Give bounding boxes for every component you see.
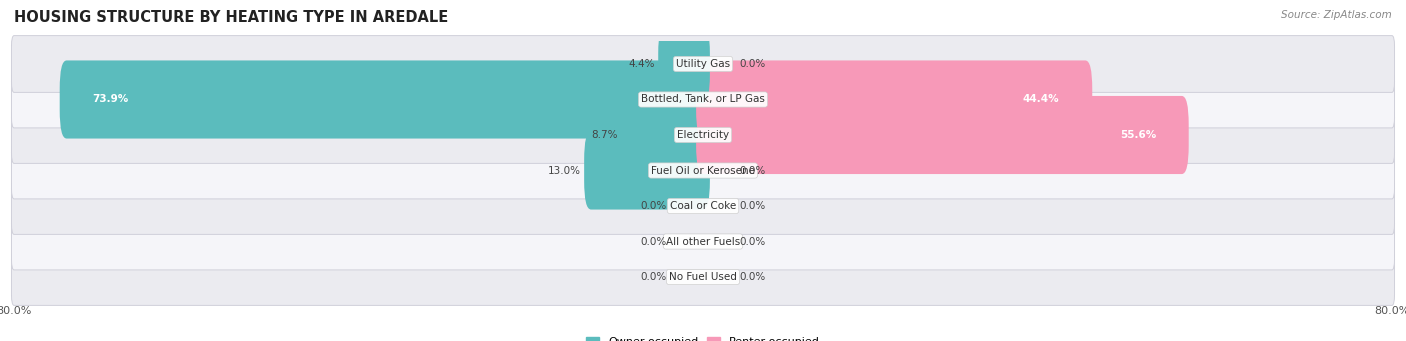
FancyBboxPatch shape xyxy=(11,107,1395,163)
Text: 8.7%: 8.7% xyxy=(592,130,617,140)
Text: 0.0%: 0.0% xyxy=(740,272,765,282)
Text: Electricity: Electricity xyxy=(676,130,730,140)
Legend: Owner-occupied, Renter-occupied: Owner-occupied, Renter-occupied xyxy=(581,332,825,341)
Text: 73.9%: 73.9% xyxy=(93,94,129,104)
Text: 0.0%: 0.0% xyxy=(641,272,666,282)
FancyBboxPatch shape xyxy=(59,60,710,138)
Text: HOUSING STRUCTURE BY HEATING TYPE IN AREDALE: HOUSING STRUCTURE BY HEATING TYPE IN ARE… xyxy=(14,10,449,25)
Text: 0.0%: 0.0% xyxy=(641,237,666,247)
Text: 55.6%: 55.6% xyxy=(1119,130,1156,140)
FancyBboxPatch shape xyxy=(11,249,1395,306)
Text: Bottled, Tank, or LP Gas: Bottled, Tank, or LP Gas xyxy=(641,94,765,104)
FancyBboxPatch shape xyxy=(11,142,1395,199)
FancyBboxPatch shape xyxy=(621,96,710,174)
FancyBboxPatch shape xyxy=(696,96,1188,174)
Text: 0.0%: 0.0% xyxy=(740,201,765,211)
FancyBboxPatch shape xyxy=(11,213,1395,270)
Text: 0.0%: 0.0% xyxy=(641,201,666,211)
FancyBboxPatch shape xyxy=(11,35,1395,92)
FancyBboxPatch shape xyxy=(658,25,710,103)
Text: All other Fuels: All other Fuels xyxy=(666,237,740,247)
FancyBboxPatch shape xyxy=(11,71,1395,128)
FancyBboxPatch shape xyxy=(583,131,710,210)
Text: Fuel Oil or Kerosene: Fuel Oil or Kerosene xyxy=(651,165,755,176)
Text: 0.0%: 0.0% xyxy=(740,59,765,69)
Text: 4.4%: 4.4% xyxy=(628,59,655,69)
Text: 13.0%: 13.0% xyxy=(548,165,581,176)
Text: 0.0%: 0.0% xyxy=(740,165,765,176)
FancyBboxPatch shape xyxy=(11,178,1395,234)
Text: Source: ZipAtlas.com: Source: ZipAtlas.com xyxy=(1281,10,1392,20)
Text: No Fuel Used: No Fuel Used xyxy=(669,272,737,282)
Text: Utility Gas: Utility Gas xyxy=(676,59,730,69)
Text: 0.0%: 0.0% xyxy=(740,237,765,247)
Text: 44.4%: 44.4% xyxy=(1024,94,1060,104)
Text: Coal or Coke: Coal or Coke xyxy=(669,201,737,211)
FancyBboxPatch shape xyxy=(696,60,1092,138)
